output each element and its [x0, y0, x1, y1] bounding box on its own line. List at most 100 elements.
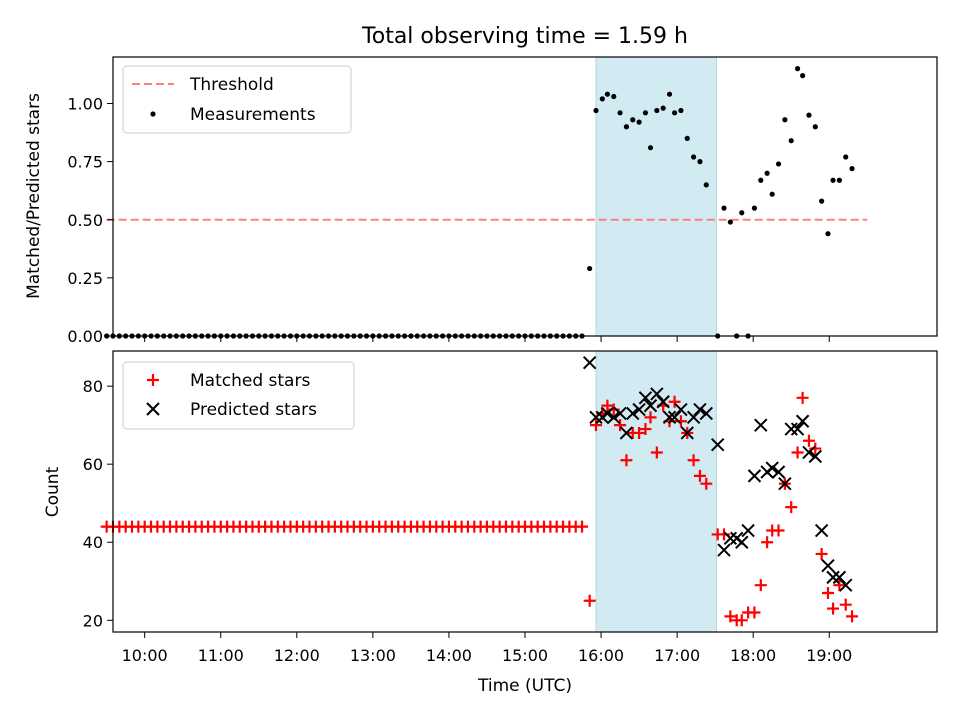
measurement-point: [623, 124, 630, 130]
predicted-star-point: [723, 531, 738, 546]
predicted-star-point: [662, 410, 677, 425]
predicted-star-point: [632, 402, 646, 417]
measurement-point: [691, 154, 697, 160]
top-legend-box: [122, 65, 352, 134]
measurement-point: [764, 170, 770, 176]
predicted-star-point: [589, 410, 603, 425]
x-tick-label: 13:00: [350, 646, 396, 665]
bottom-legend: Matched stars Predicted stars: [122, 361, 355, 430]
matched-star-point: [772, 524, 785, 537]
measurement-point: [721, 205, 727, 211]
measurement-point: [678, 107, 684, 114]
predicted-star-point: [795, 414, 810, 428]
matched-star-point: [833, 579, 846, 592]
measurement-point: [636, 119, 642, 125]
bottom-y-axis: 20 40 60 80: [83, 377, 113, 630]
legend-predicted-swatch: [146, 402, 160, 416]
matched-star-point: [633, 426, 646, 439]
predicted-star-point: [839, 578, 853, 592]
measurement-point: [825, 231, 831, 237]
legend-measurements-label: Measurements: [190, 105, 316, 125]
predicted-star-point: [790, 422, 805, 436]
matched-star-point: [601, 399, 614, 412]
matched-star-point: [583, 594, 596, 607]
legend-matched-swatch: [147, 374, 159, 386]
x-tick-label: 12:00: [274, 646, 320, 665]
matched-star-point: [644, 411, 657, 424]
predicted-star-point: [693, 402, 707, 417]
x-tick-label: 17:00: [654, 646, 700, 665]
matched-star-point: [693, 469, 706, 482]
matched-star-point: [700, 477, 713, 490]
predicted-star-point: [607, 410, 621, 425]
predicted-star-point: [784, 422, 798, 436]
top-x-ticks: [144, 336, 830, 342]
top-y-axis: 0.00 0.25 0.50 0.75 1.00: [67, 95, 113, 346]
measurement-point: [604, 91, 611, 97]
predicted-star-point: [717, 543, 731, 557]
matched-star-point: [576, 520, 589, 533]
matched-star-point: [718, 528, 731, 541]
predicted-star-point: [765, 461, 779, 475]
bottom-y-tick-label: 40: [83, 533, 103, 552]
measurement-point: [806, 112, 812, 118]
top-highlight-band: [595, 56, 717, 337]
predicted-star-point: [735, 535, 749, 549]
measurement-point: [647, 145, 654, 151]
matched-star-point: [791, 446, 804, 459]
top-y-tick-label: 0.75: [67, 153, 103, 172]
matched-star-point: [839, 598, 852, 611]
measurement-point: [587, 265, 593, 272]
matched-star-point: [827, 602, 840, 615]
matched-star-point: [607, 403, 620, 416]
measurement-point: [788, 138, 794, 144]
measurement-point: [599, 96, 605, 102]
predicted-star-point: [826, 570, 840, 585]
matched-star-point: [809, 442, 822, 455]
predicted-star-point: [802, 445, 816, 460]
measurement-point: [819, 198, 825, 204]
measurement-point: [660, 105, 666, 111]
x-tick-label: 11:00: [198, 646, 244, 665]
measurement-point: [611, 93, 617, 100]
x-tick-label: 15:00: [502, 646, 548, 665]
predicted-star-point: [600, 406, 615, 421]
predicted-star-point: [832, 570, 847, 585]
measurement-point: [800, 73, 806, 79]
legend-predicted-label: Predicted stars: [190, 400, 317, 420]
measurement-point: [617, 110, 623, 116]
predicted-star-point: [741, 523, 755, 538]
matched-star-point: [846, 610, 859, 623]
top-y-tick-label: 0.50: [67, 211, 103, 230]
measurement-point: [769, 191, 775, 197]
bottom-y-tick-label: 60: [83, 455, 103, 474]
top-y-axis-label: Matched/Predicted stars: [24, 93, 44, 299]
matched-star-point: [821, 586, 834, 599]
matched-star-point: [668, 395, 681, 408]
predicted-star-point: [771, 465, 786, 479]
predicted-star-point: [699, 406, 713, 421]
bottom-x-axis: 10:00 11:00 12:00 13:00 14:00 15:00 16:00 17:00…: [122, 632, 852, 665]
predicted-star-point: [747, 469, 762, 483]
predicted-star-point: [643, 398, 658, 413]
bottom-y-tick-label: 80: [83, 377, 103, 396]
top-panel: 0.00 0.25 0.50 0.75 1.00 Matched/Predicted s…: [24, 56, 938, 346]
measurement-point: [830, 177, 836, 183]
predicted-star-point: [638, 391, 653, 405]
x-tick-label: 14:00: [426, 646, 472, 665]
x-tick-label: 18:00: [730, 646, 776, 665]
matched-star-point: [802, 434, 815, 447]
predicted-star-point: [650, 387, 664, 401]
predicted-star-point: [626, 406, 640, 421]
measurement-point: [812, 124, 818, 130]
bottom-y-axis-label: Count: [43, 466, 63, 517]
matched-star-point: [796, 391, 809, 404]
predicted-star-point: [814, 523, 829, 538]
x-tick-label: 10:00: [122, 646, 168, 665]
measurement-point: [751, 205, 758, 211]
measurement-point: [642, 110, 649, 116]
matched-star-point: [687, 454, 700, 467]
matched-star-point: [650, 446, 663, 459]
matched-star-point: [748, 606, 761, 619]
